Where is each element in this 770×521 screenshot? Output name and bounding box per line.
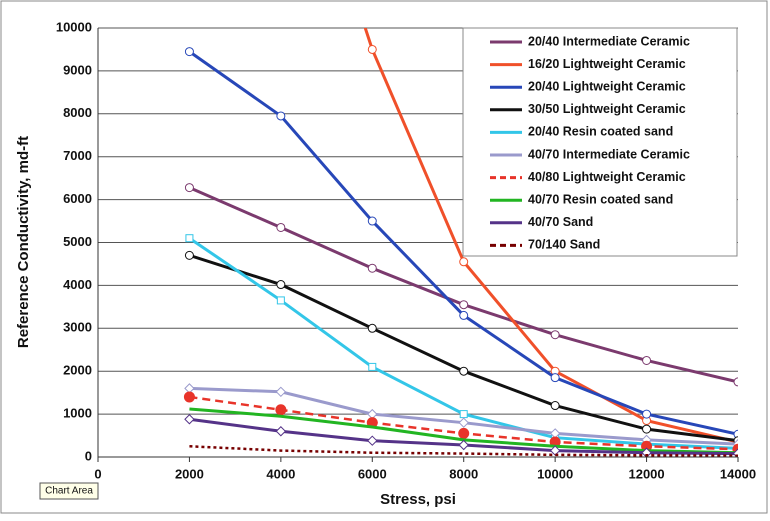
point: [642, 424, 652, 434]
series-line: [363, 28, 738, 444]
point: [550, 401, 560, 411]
y-tick-label: 0: [85, 448, 92, 463]
point: [550, 330, 560, 340]
y-tick-label: 7000: [63, 148, 92, 163]
x-tick-label: 6000: [358, 466, 387, 481]
point: [276, 280, 286, 290]
legend-label: 40/70 Resin coated sand: [528, 192, 673, 206]
x-tick-label: 2000: [175, 466, 204, 481]
legend-label: 16/20 Lightweight Ceramic: [528, 57, 686, 71]
point: [185, 234, 194, 243]
x-axis-title: Stress, psi: [380, 491, 456, 508]
legend-label: 70/140 Sand: [528, 238, 600, 252]
point: [184, 250, 194, 260]
point: [642, 355, 652, 365]
point: [367, 323, 377, 333]
x-tick-label: 0: [94, 466, 101, 481]
legend-label: 20/40 Lightweight Ceramic: [528, 79, 686, 93]
x-tick-label: 14000: [720, 466, 756, 481]
point: [459, 300, 469, 310]
point: [367, 216, 377, 226]
y-tick-label: 9000: [63, 62, 92, 77]
point: [276, 296, 285, 305]
point: [642, 409, 652, 419]
legend-label: 40/70 Intermediate Ceramic: [528, 147, 690, 161]
x-tick-label: 4000: [266, 466, 295, 481]
y-tick-label: 3000: [63, 320, 92, 335]
point: [459, 310, 469, 320]
point: [184, 414, 195, 425]
y-axis-title: Reference Conductivity, md-ft: [15, 136, 32, 348]
point: [275, 404, 287, 416]
y-tick-label: 4000: [63, 277, 92, 292]
point: [458, 439, 469, 451]
point: [641, 447, 652, 457]
point: [184, 183, 194, 193]
tooltip-box: [39, 482, 99, 500]
tooltip: Chart Area: [45, 486, 93, 497]
y-tick-label: 10000: [56, 19, 92, 34]
point: [276, 111, 286, 121]
point: [275, 426, 287, 437]
point: [183, 391, 195, 403]
point: [459, 410, 468, 419]
y-tick-label: 5000: [63, 234, 92, 249]
x-tick-label: 8000: [449, 466, 478, 481]
point: [549, 445, 561, 456]
legend-label: 20/40 Intermediate Ceramic: [528, 34, 690, 48]
legend-label: 40/70 Sand: [528, 215, 593, 229]
point: [733, 377, 738, 387]
point: [459, 366, 469, 376]
point: [184, 47, 194, 57]
point: [550, 373, 560, 383]
point: [367, 263, 377, 273]
point: [733, 429, 738, 439]
point: [368, 362, 377, 371]
x-tick-label: 10000: [537, 466, 573, 481]
y-tick-label: 1000: [63, 406, 92, 421]
x-tick-label: 12000: [628, 466, 664, 481]
y-tick-label: 2000: [63, 363, 92, 378]
y-tick-label: 8000: [63, 105, 92, 120]
legend-label: 20/40 Resin coated sand: [528, 125, 673, 139]
y-tick-label: 6000: [63, 191, 92, 206]
point: [459, 257, 469, 267]
point: [458, 427, 470, 439]
point: [276, 222, 286, 232]
legend-label: 40/80 Lightweight Ceramic: [528, 170, 686, 184]
legend-label: 30/50 Lightweight Ceramic: [528, 102, 686, 116]
point: [367, 44, 377, 54]
point: [275, 386, 287, 397]
point: [367, 435, 378, 446]
series-line: [189, 445, 738, 457]
point: [458, 417, 469, 428]
